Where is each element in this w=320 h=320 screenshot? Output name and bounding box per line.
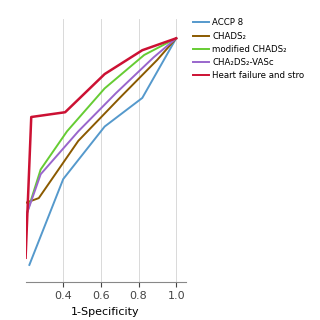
X-axis label: 1-Specificity: 1-Specificity: [71, 307, 140, 317]
Legend: ACCP 8, CHADS₂, modified CHADS₂, CHA₂DS₂-VASc, Heart failure and stro: ACCP 8, CHADS₂, modified CHADS₂, CHA₂DS₂…: [193, 18, 304, 80]
